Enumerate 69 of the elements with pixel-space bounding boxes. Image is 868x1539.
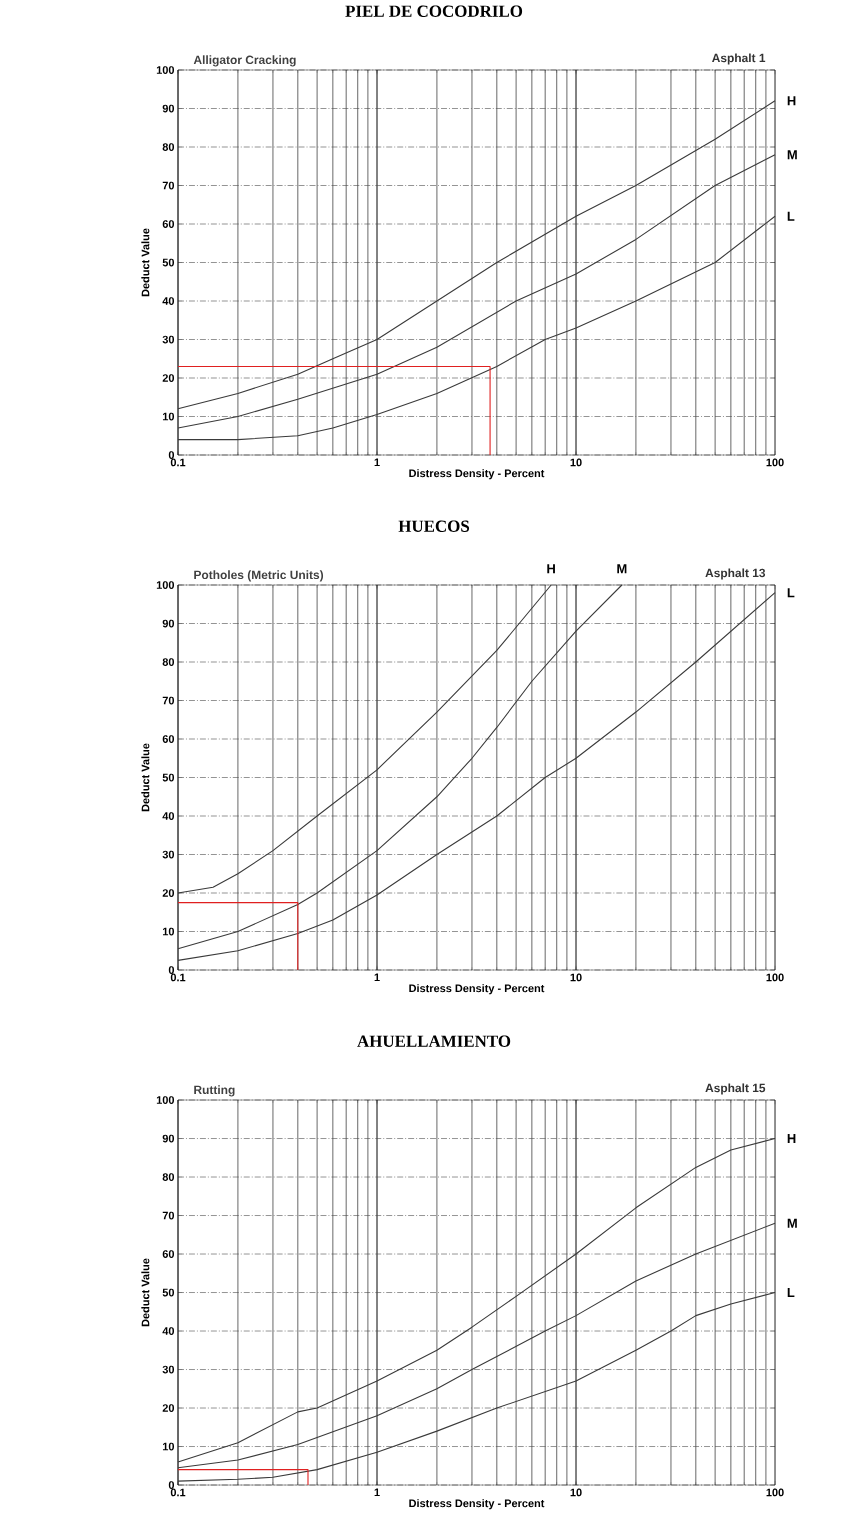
y-axis-title: Deduct Value (141, 228, 150, 297)
x-tick-label: 0.1 (170, 1488, 186, 1497)
text: Asphalt 13 (705, 568, 766, 580)
series-label: L (787, 211, 795, 221)
y-tick-label: 10 (162, 412, 175, 421)
y-tick-label: 30 (162, 1365, 175, 1374)
y-tick-label: 50 (162, 773, 175, 782)
y-tick-label: 60 (162, 1250, 175, 1258)
y-tick-label: 70 (162, 181, 175, 190)
series-label: L (787, 1288, 795, 1297)
x-tick-label: 100 (766, 458, 784, 467)
y-tick-label: 50 (162, 1288, 175, 1297)
y-tick-label: 40 (162, 1327, 175, 1335)
x-tick-label: 1 (374, 973, 380, 982)
y-axis-title: Deduct Value (141, 743, 150, 812)
x-tick-label: 10 (570, 973, 582, 982)
text: Asphalt 15 (705, 1083, 766, 1095)
series-label: H (547, 564, 555, 574)
x-tick-label: 0.1 (170, 973, 186, 982)
y-tick-label: 80 (162, 1173, 175, 1181)
y-tick-label: 10 (162, 927, 175, 936)
x-tick-label: 1 (374, 1488, 380, 1497)
y-tick-label: 100 (156, 1096, 175, 1104)
chart-subtitle: Alligator Cracking (193, 55, 296, 67)
y-tick-label: 70 (162, 696, 175, 705)
y-tick-label: 40 (162, 297, 175, 305)
y-tick-label: 20 (162, 889, 175, 897)
y-tick-label: 100 (156, 66, 175, 74)
y-tick-label: 0 (168, 966, 175, 974)
text: Asphalt 1 (712, 53, 766, 65)
x-tick-label: 10 (570, 458, 582, 467)
series-label: M (787, 150, 797, 160)
x-tick-label: 100 (766, 1488, 784, 1497)
y-tick-label: 0 (168, 1481, 175, 1489)
series-label: L (787, 588, 795, 598)
y-axis-title: Deduct Value (141, 1258, 150, 1327)
y-tick-label: 50 (162, 258, 175, 267)
chart-subtitle: Potholes (Metric Units) (194, 570, 324, 582)
y-tick-label: 10 (162, 1442, 175, 1451)
y-tick-label: 30 (162, 335, 175, 344)
y-tick-label: 80 (162, 143, 175, 151)
y-tick-label: 0 (168, 451, 175, 459)
y-tick-label: 60 (162, 220, 175, 228)
series-label: H (787, 96, 796, 106)
y-tick-label: 100 (156, 581, 175, 589)
y-tick-label: 70 (162, 1211, 175, 1220)
y-tick-label: 60 (162, 735, 175, 743)
series-label: M (617, 564, 627, 574)
x-tick-label: 1 (374, 458, 380, 467)
y-tick-label: 90 (162, 104, 175, 113)
x-axis-title: Distress Density - Percent (409, 469, 545, 480)
y-tick-label: 30 (162, 850, 175, 859)
x-tick-label: 100 (766, 973, 784, 982)
y-tick-label: 40 (162, 812, 175, 820)
x-axis-title: Distress Density - Percent (409, 1499, 545, 1510)
chart-title: PIEL DE COCODRILO (345, 5, 523, 17)
series-label: M (787, 1218, 797, 1228)
y-tick-label: 90 (162, 1134, 175, 1143)
x-tick-label: 10 (570, 1488, 582, 1497)
x-axis-title: Distress Density - Percent (409, 984, 545, 995)
chart-title: AHUELLAMIENTO (357, 1035, 511, 1047)
chart-title: HUECOS (398, 520, 470, 532)
y-tick-label: 20 (162, 1404, 175, 1412)
series-label: H (787, 1134, 796, 1143)
y-tick-label: 90 (162, 619, 175, 628)
x-tick-label: 0.1 (170, 458, 186, 467)
y-tick-label: 80 (162, 658, 175, 666)
chart-subtitle: Rutting (194, 1085, 235, 1097)
y-tick-label: 20 (162, 374, 175, 382)
